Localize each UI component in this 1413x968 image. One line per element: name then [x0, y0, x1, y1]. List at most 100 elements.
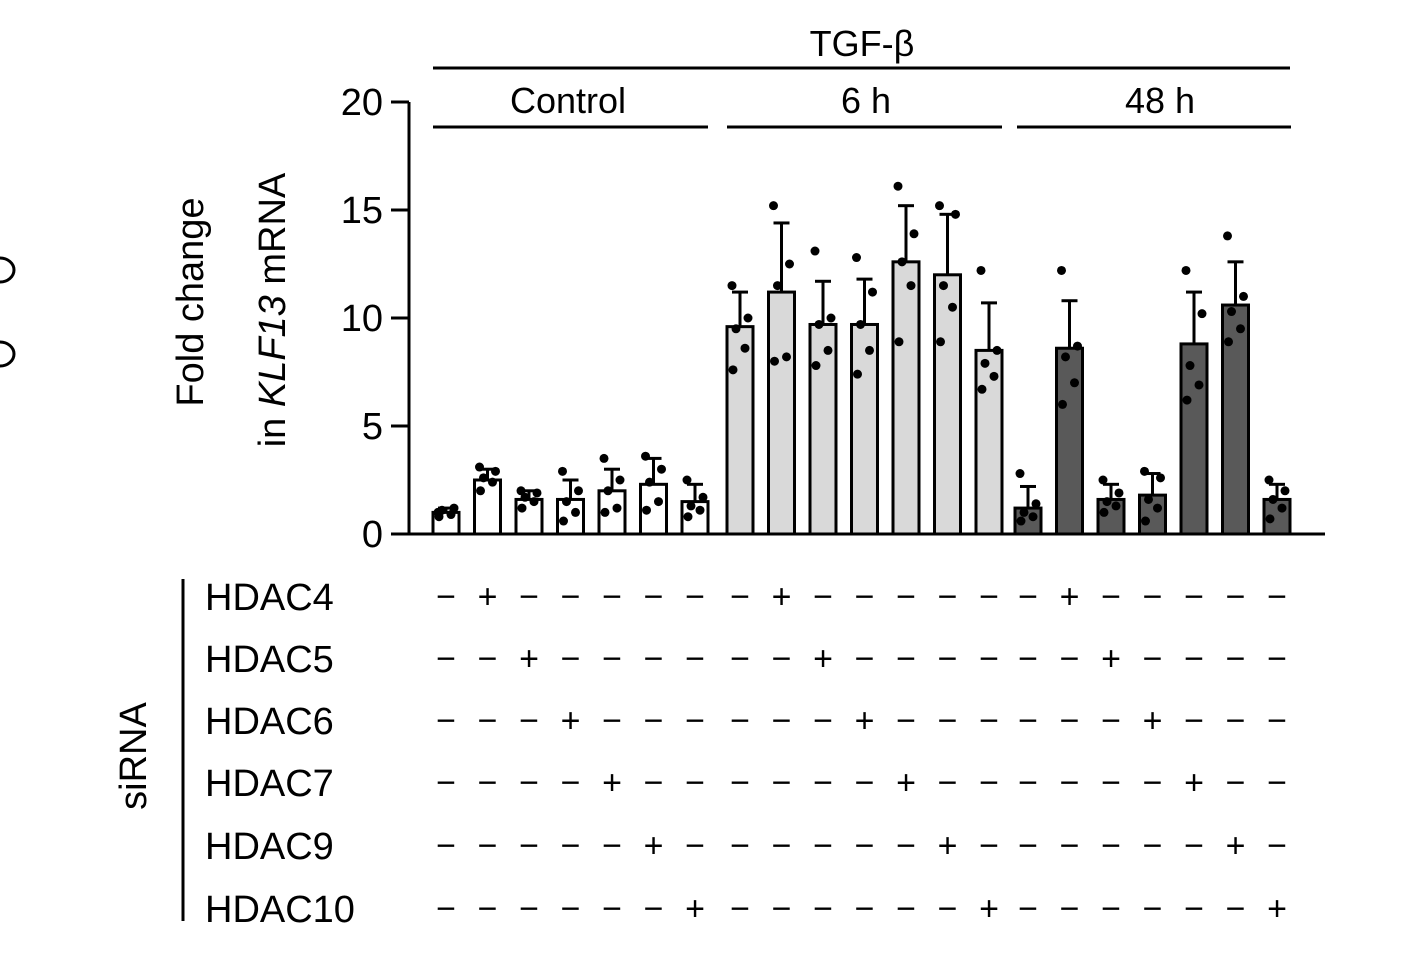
data-point: [476, 486, 485, 496]
sirna-minus-sign: −: [1267, 764, 1287, 802]
sirna-plus-sign: +: [938, 827, 958, 865]
y-tick-label: 5: [362, 406, 383, 448]
sirna-minus-sign: −: [1267, 702, 1287, 740]
data-point: [1153, 503, 1162, 513]
data-point: [894, 337, 904, 347]
sirna-minus-sign: −: [1060, 827, 1080, 865]
sirna-minus-sign: −: [1018, 702, 1038, 740]
sirna-minus-sign: −: [561, 640, 581, 678]
data-point: [856, 319, 865, 329]
sirna-plus-sign: +: [896, 764, 916, 802]
data-point: [909, 229, 919, 239]
sirna-minus-sign: −: [938, 578, 958, 616]
data-point: [811, 361, 821, 371]
data-point: [1194, 380, 1204, 390]
data-point: [657, 464, 666, 474]
sirna-minus-sign: −: [602, 702, 622, 740]
data-point: [603, 486, 613, 496]
y-axis: 0 5 10 15 20: [341, 82, 411, 556]
sirna-minus-sign: −: [602, 827, 622, 865]
sirna-minus-sign: −: [1018, 827, 1038, 865]
sirna-minus-sign: −: [1060, 702, 1080, 740]
sirna-minus-sign: −: [561, 764, 581, 802]
data-point: [600, 507, 610, 517]
sirna-minus-sign: −: [519, 890, 539, 928]
data-point: [683, 512, 693, 522]
data-point: [743, 313, 753, 323]
data-point: [599, 453, 609, 463]
data-point: [1227, 307, 1236, 317]
data-point: [1280, 486, 1290, 496]
sirna-minus-sign: −: [478, 640, 498, 678]
y-tick-label: 0: [362, 514, 383, 556]
data-point: [698, 492, 708, 502]
y-axis-label-line1: Fold change: [170, 197, 212, 406]
sirna-minus-sign: −: [1018, 890, 1038, 928]
sirna-minus-sign: −: [896, 578, 916, 616]
data-point: [475, 462, 484, 472]
sirna-plus-sign: +: [1226, 827, 1246, 865]
sirna-minus-sign: −: [1060, 640, 1080, 678]
sirna-minus-sign: −: [436, 890, 456, 928]
sirna-minus-sign: −: [519, 764, 539, 802]
data-point: [814, 319, 824, 329]
y-axis-label-gene: KLF13: [252, 295, 294, 407]
data-point: [1061, 352, 1070, 362]
sirna-minus-sign: −: [561, 827, 581, 865]
sirna-minus-sign: −: [938, 640, 958, 678]
y-tick-label: 15: [341, 190, 383, 232]
data-point: [1144, 494, 1153, 504]
group-label-48h: 48 h: [1125, 80, 1195, 121]
data-point: [977, 384, 987, 394]
bar: [891, 260, 921, 536]
sirna-minus-sign: −: [1226, 764, 1246, 802]
sirna-minus-sign: −: [644, 578, 664, 616]
data-point: [731, 324, 741, 334]
sirna-minus-sign: −: [519, 578, 539, 616]
sirna-row-label: HDAC5: [205, 639, 334, 681]
sirna-minus-sign: −: [644, 890, 664, 928]
sirna-minus-sign: −: [561, 578, 581, 616]
data-point: [980, 358, 990, 368]
sirna-minus-sign: −: [813, 890, 833, 928]
data-point: [1058, 399, 1067, 409]
data-point: [449, 503, 459, 513]
data-point: [1223, 231, 1232, 241]
sirna-minus-sign: −: [436, 640, 456, 678]
bar: [725, 325, 755, 536]
sirna-minus-sign: −: [730, 702, 750, 740]
data-point: [682, 475, 692, 485]
data-point: [976, 265, 986, 275]
sirna-plus-sign: +: [1060, 578, 1080, 616]
sirna-row-label: HDAC7: [205, 763, 334, 805]
sirna-minus-sign: −: [478, 890, 498, 928]
sirna-minus-sign: −: [896, 827, 916, 865]
data-point: [516, 486, 526, 496]
data-point: [823, 345, 833, 355]
data-point: [1197, 309, 1207, 319]
data-point: [1111, 501, 1121, 511]
sirna-minus-sign: −: [478, 764, 498, 802]
cropped-mark-bottom: [0, 340, 16, 368]
sirna-minus-sign: −: [730, 764, 750, 802]
sirna-minus-sign: −: [1184, 578, 1204, 616]
sirna-minus-sign: −: [1143, 764, 1163, 802]
data-point: [562, 497, 571, 507]
sirna-minus-sign: −: [772, 702, 792, 740]
sirna-minus-sign: −: [772, 640, 792, 678]
data-point: [1098, 475, 1108, 485]
data-point: [865, 345, 874, 355]
sirna-minus-sign: −: [644, 640, 664, 678]
sirna-minus-sign: −: [855, 764, 875, 802]
sirna-minus-sign: −: [685, 827, 705, 865]
sirna-minus-sign: −: [685, 702, 705, 740]
y-tick-label: 10: [341, 298, 383, 340]
sirna-minus-sign: −: [685, 578, 705, 616]
data-point: [989, 371, 999, 381]
sirna-minus-sign: −: [478, 702, 498, 740]
sirna-minus-sign: −: [436, 827, 456, 865]
data-point: [574, 486, 583, 496]
data-point: [1182, 395, 1192, 405]
bar: [767, 290, 796, 536]
data-point: [529, 497, 539, 507]
